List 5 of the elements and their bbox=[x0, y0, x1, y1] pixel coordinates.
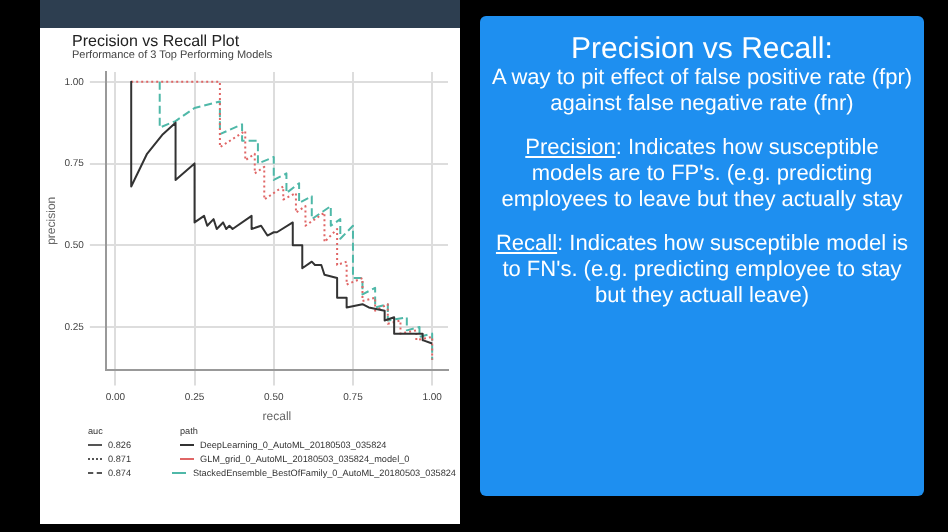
text: Precision vs Recall: bbox=[569, 32, 835, 66]
text: Recall: Indicates how susceptible model is to FN's. (e.g. predicting employee to stay but they actuall leave) bbox=[493, 232, 911, 310]
chart-title: Precision vs Recall Plot bbox=[72, 32, 240, 50]
text: Precision: Indicates how susceptible models are to FP's. (e.g. predicting employees to leave but they actually stay bbox=[499, 136, 905, 214]
text: A way to pit effect of false positive rate (fpr) against false negative rate (fnr) bbox=[489, 66, 915, 118]
